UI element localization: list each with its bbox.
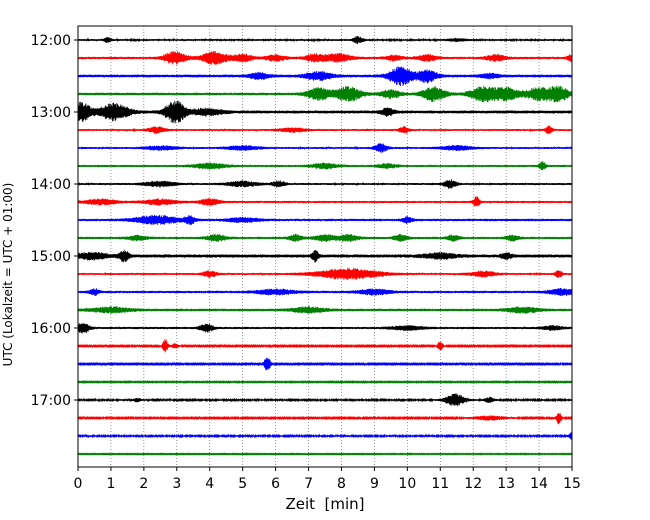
seismic-trace bbox=[77, 66, 573, 87]
seismic-traces bbox=[77, 35, 573, 456]
seismic-trace bbox=[77, 179, 573, 189]
seismic-trace bbox=[77, 100, 573, 124]
seismic-trace bbox=[77, 287, 573, 297]
x-tick-label: 3 bbox=[172, 476, 181, 492]
x-tick-label: 14 bbox=[530, 476, 548, 492]
y-tick-label: 17:00 bbox=[31, 393, 71, 409]
y-tick-label: 12:00 bbox=[31, 33, 71, 49]
seismic-trace bbox=[77, 125, 573, 135]
x-tick-label: 0 bbox=[74, 476, 83, 492]
seismic-trace bbox=[77, 338, 573, 353]
seismic-trace bbox=[77, 161, 573, 171]
x-tick-label: 5 bbox=[238, 476, 247, 492]
x-tick-label: 2 bbox=[139, 476, 148, 492]
y-axis-ticks: 12:00 13:00 14:00 15:00 16:00 17:00 bbox=[31, 33, 78, 409]
seismic-trace bbox=[77, 322, 573, 334]
seismic-trace bbox=[77, 412, 573, 425]
x-tick-label: 1 bbox=[106, 476, 115, 492]
y-axis-label: UTC (Lokalzeit = UTC + 01:00) bbox=[1, 183, 15, 367]
seismic-trace bbox=[77, 393, 573, 407]
y-tick-label: 15:00 bbox=[31, 249, 71, 265]
x-tick-label: 15 bbox=[563, 476, 581, 492]
seismic-trace bbox=[77, 35, 573, 45]
x-axis-ticks: 0 1 2 3 4 5 6 7 8 9 10 11 12 13 14 15 bbox=[74, 467, 581, 492]
x-tick-label: 11 bbox=[431, 476, 449, 492]
x-axis-label: Zeit [min] bbox=[285, 495, 364, 513]
x-tick-label: 12 bbox=[464, 476, 482, 492]
x-tick-label: 9 bbox=[370, 476, 379, 492]
y-tick-label: 16:00 bbox=[31, 321, 71, 337]
seismic-trace bbox=[77, 357, 573, 371]
x-tick-label: 8 bbox=[337, 476, 346, 492]
seismic-trace bbox=[77, 233, 573, 243]
seismic-trace bbox=[77, 196, 573, 207]
plot-frame bbox=[77, 25, 573, 468]
y-tick-label: 13:00 bbox=[31, 105, 71, 121]
x-tick-label: 6 bbox=[271, 476, 280, 492]
seismic-trace bbox=[77, 143, 573, 153]
seismic-trace bbox=[77, 452, 573, 456]
seismic-trace bbox=[77, 249, 573, 263]
seismic-trace bbox=[77, 50, 573, 65]
seismic-trace bbox=[77, 85, 573, 103]
x-tick-label: 7 bbox=[304, 476, 313, 492]
seismic-trace bbox=[77, 432, 573, 440]
x-tick-label: 4 bbox=[205, 476, 214, 492]
seismic-trace bbox=[77, 214, 573, 226]
seismic-trace bbox=[77, 306, 573, 314]
y-tick-label: 14:00 bbox=[31, 177, 71, 193]
seismic-trace bbox=[77, 268, 573, 280]
x-tick-label: 13 bbox=[497, 476, 515, 492]
seismic-trace bbox=[77, 379, 573, 385]
x-tick-label: 10 bbox=[398, 476, 416, 492]
